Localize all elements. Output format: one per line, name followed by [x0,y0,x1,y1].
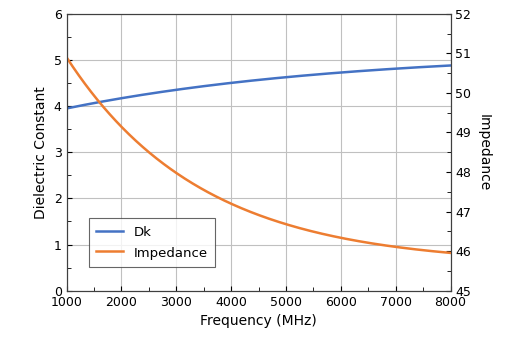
Dk [292,74,298,79]
Y-axis label: Impedance: Impedance [477,113,491,191]
Line: Dk: Dk [67,65,451,108]
Legend: Dk, Impedance: Dk, Impedance [89,218,216,267]
Impedance [63,55,70,60]
Y-axis label: Dielectric Constant: Dielectric Constant [34,86,48,219]
Dk [438,64,444,68]
Impedance [447,251,454,255]
Impedance [248,210,254,214]
Impedance [438,250,444,254]
Dk [63,106,70,110]
Dk [378,67,385,72]
Dk [246,79,252,83]
Dk [248,79,254,83]
Line: Impedance: Impedance [67,57,451,253]
Dk [447,63,454,67]
Impedance [378,243,385,247]
Impedance [271,218,278,222]
X-axis label: Frequency (MHz): Frequency (MHz) [200,314,317,328]
Impedance [246,209,252,213]
Impedance [292,225,298,229]
Dk [271,76,278,80]
